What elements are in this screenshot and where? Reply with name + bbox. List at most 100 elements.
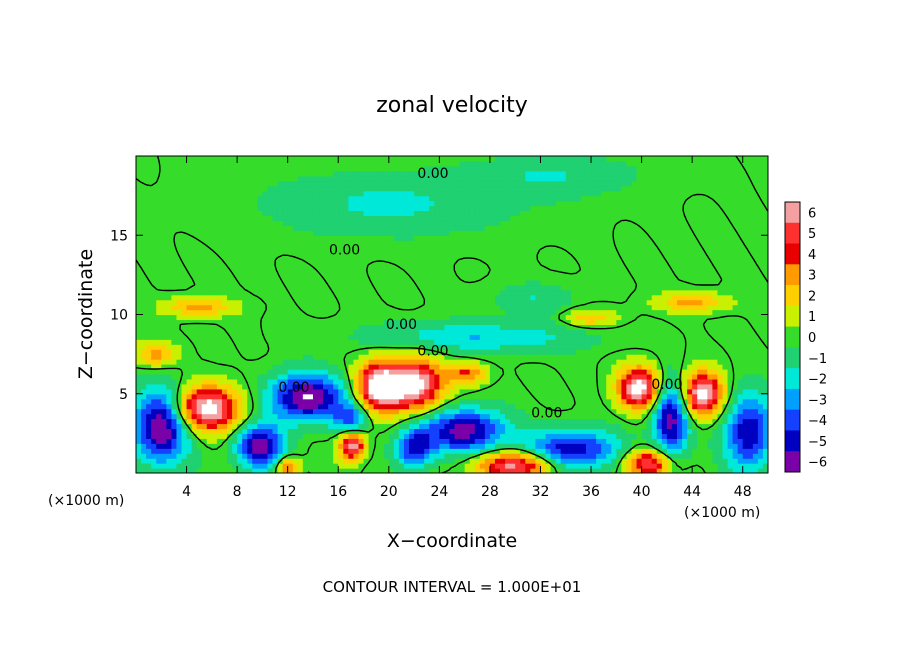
field-cell xyxy=(692,359,698,365)
field-cell xyxy=(747,423,754,430)
field-cell xyxy=(368,458,375,464)
field-cell xyxy=(757,294,764,301)
field-cell xyxy=(216,349,223,355)
field-cell xyxy=(247,433,253,439)
field-cell xyxy=(712,314,719,321)
field-cell xyxy=(424,428,430,434)
field-cell xyxy=(661,334,668,340)
field-cell xyxy=(206,403,213,410)
field-cell xyxy=(398,324,405,330)
field-cell xyxy=(323,448,329,454)
field-cell xyxy=(479,334,486,340)
field-cell xyxy=(505,294,511,301)
field-cell xyxy=(469,398,476,405)
field-cell xyxy=(530,413,537,420)
field-cell xyxy=(242,393,248,400)
field-cell xyxy=(596,364,602,370)
field-cell xyxy=(636,274,643,281)
field-cell xyxy=(141,364,147,370)
field-cell xyxy=(171,418,178,425)
field-cell xyxy=(232,344,238,350)
field-cell xyxy=(161,388,167,395)
field-cell xyxy=(383,433,390,439)
field-cell xyxy=(464,324,471,330)
field-cell xyxy=(621,433,628,439)
field-cell xyxy=(727,314,734,321)
field-cell xyxy=(277,453,284,459)
field-cell xyxy=(252,443,258,449)
field-cell xyxy=(297,364,304,370)
field-cell xyxy=(570,463,577,469)
field-cell xyxy=(414,314,420,321)
field-cell xyxy=(489,413,496,420)
field-cell xyxy=(464,468,471,473)
field-cell xyxy=(282,383,289,390)
field-cell xyxy=(434,408,440,415)
field-cell xyxy=(712,458,719,464)
field-cell xyxy=(626,463,633,469)
field-cell xyxy=(757,279,764,286)
field-cell xyxy=(358,289,365,296)
field-cell xyxy=(702,458,708,464)
field-cell xyxy=(606,413,612,420)
field-cell xyxy=(525,463,531,469)
field-cell xyxy=(530,344,537,350)
field-cell xyxy=(363,309,370,316)
field-cell xyxy=(176,463,183,469)
field-cell xyxy=(717,448,724,454)
field-cell xyxy=(237,393,243,400)
field-cell xyxy=(762,463,768,469)
field-cell xyxy=(247,364,253,370)
field-cell xyxy=(596,344,602,350)
field-cell xyxy=(363,458,370,464)
field-cell xyxy=(687,388,693,395)
field-cell xyxy=(646,339,653,345)
field-cell xyxy=(292,304,299,311)
field-cell xyxy=(757,448,764,454)
field-cell xyxy=(484,329,491,335)
field-cell xyxy=(494,453,501,459)
field-cell xyxy=(525,433,531,439)
field-cell xyxy=(671,354,678,360)
field-cell xyxy=(398,428,405,434)
field-cell xyxy=(403,294,410,301)
field-cell xyxy=(424,294,430,301)
field-cell xyxy=(297,373,304,380)
field-cell xyxy=(535,349,542,355)
field-cell xyxy=(363,423,370,430)
field-cell xyxy=(707,299,713,306)
field-cell xyxy=(358,393,365,400)
field-cell xyxy=(530,364,537,370)
field-cell xyxy=(596,378,602,385)
field-cell xyxy=(166,403,172,410)
field-cell xyxy=(368,383,375,390)
field-cell xyxy=(262,279,269,286)
field-cell xyxy=(206,354,213,360)
field-cell xyxy=(211,349,218,355)
field-cell xyxy=(656,344,663,350)
field-cell xyxy=(550,339,557,345)
field-cell xyxy=(414,398,420,405)
field-cell xyxy=(393,453,400,459)
field-cell xyxy=(757,329,764,335)
field-cell xyxy=(737,339,744,345)
field-cell xyxy=(302,388,309,395)
field-cell xyxy=(439,279,446,286)
field-cell xyxy=(500,354,506,360)
field-cell xyxy=(206,299,213,306)
field-cell xyxy=(176,453,183,459)
field-cell xyxy=(302,279,309,286)
field-cell xyxy=(692,378,698,385)
field-cell xyxy=(216,378,223,385)
field-cell xyxy=(378,319,385,325)
field-cell xyxy=(257,403,263,410)
field-cell xyxy=(353,448,360,454)
field-cell xyxy=(656,453,663,459)
field-cell xyxy=(540,314,547,321)
field-cell xyxy=(611,388,617,395)
field-cell xyxy=(732,403,739,410)
field-cell xyxy=(439,294,446,301)
field-cell xyxy=(550,344,557,350)
field-cell xyxy=(302,453,309,459)
field-cell xyxy=(307,368,314,375)
